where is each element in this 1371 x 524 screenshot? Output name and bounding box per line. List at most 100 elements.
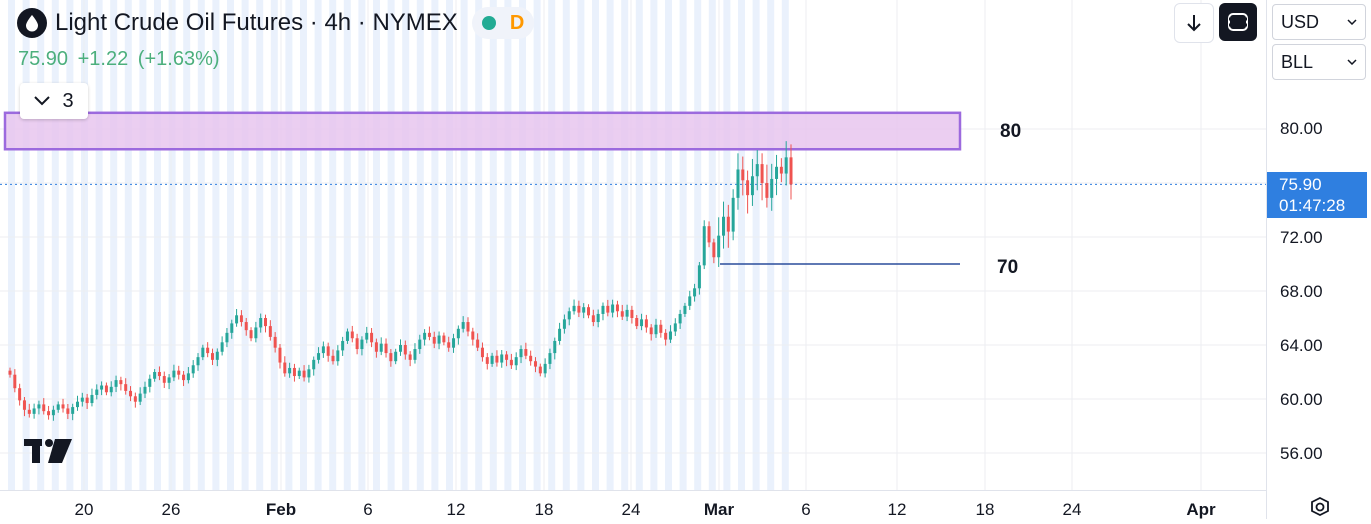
price-change-percent: (+1.63%) <box>137 48 220 70</box>
candle-body <box>490 355 494 364</box>
time-axis-label: 26 <box>161 500 181 519</box>
candle-body <box>162 376 166 383</box>
candle-body <box>543 363 547 374</box>
session-shade-stripe <box>373 0 380 490</box>
session-shade-stripe <box>329 0 337 490</box>
candle-body <box>591 315 595 323</box>
candle-body <box>611 304 615 313</box>
candle-body <box>210 353 214 360</box>
fullscreen-button[interactable] <box>1219 3 1257 41</box>
candle-body <box>8 370 12 375</box>
candle-body <box>75 401 79 408</box>
candle-body <box>505 354 509 360</box>
time-axis-label: 24 <box>621 500 641 519</box>
candle-body <box>702 226 706 266</box>
candle-body <box>355 338 359 350</box>
chevron-down-icon <box>1347 59 1357 65</box>
candle-body <box>85 397 89 404</box>
session-shade-stripe <box>95 0 103 490</box>
time-axis-label: Feb <box>265 500 297 519</box>
session-shade-stripe <box>256 0 264 490</box>
fullscreen-icon <box>1228 13 1248 31</box>
candle-body <box>533 361 537 367</box>
candle-body <box>95 389 99 395</box>
candle-body <box>100 385 104 390</box>
candle-body <box>683 305 687 314</box>
candle-body <box>244 322 248 331</box>
market-open-dot-icon <box>481 16 496 30</box>
candle-body <box>697 265 701 289</box>
candle-body <box>726 216 730 232</box>
candle-body <box>264 318 268 327</box>
time-axis-label: 12 <box>446 500 466 519</box>
price-axis-divider <box>1266 0 1267 519</box>
candle-body <box>345 331 349 341</box>
candle-body <box>524 349 528 356</box>
indicators-toggle-button[interactable]: 3 <box>20 83 88 119</box>
chart-area[interactable] <box>0 0 1266 490</box>
candle-body <box>109 386 113 393</box>
candle-body <box>302 370 306 378</box>
currency-select[interactable]: USD <box>1272 4 1366 40</box>
candle-body <box>746 180 750 196</box>
candle-body <box>466 322 470 332</box>
candle-body <box>196 357 200 366</box>
market-status[interactable]: D <box>471 7 535 39</box>
candle-body <box>717 235 721 258</box>
unit-select[interactable]: BLL <box>1272 44 1366 80</box>
candle-body <box>437 335 441 344</box>
candle-body <box>399 345 402 352</box>
candle-body <box>644 319 648 328</box>
bar-countdown: 01:47:28 <box>1279 196 1346 215</box>
price-axis-label: 68.00 <box>1280 282 1323 301</box>
candle-body <box>341 340 345 351</box>
session-shade-stripe <box>387 0 395 490</box>
resistance-zone[interactable] <box>3 111 962 151</box>
time-axis-label: 20 <box>74 500 94 519</box>
candle-body <box>148 378 152 387</box>
price-chart[interactable] <box>0 0 1266 490</box>
candle-body <box>640 319 644 327</box>
session-shade-stripe <box>285 0 293 490</box>
grid <box>0 0 1266 490</box>
session-shade-stripe <box>241 0 249 490</box>
candle-body <box>577 305 581 313</box>
currency-value: USD <box>1281 11 1320 32</box>
candle-body <box>254 327 258 339</box>
session-shade-stripe <box>635 0 643 490</box>
chart-settings-button[interactable] <box>1307 496 1333 524</box>
candle-body <box>562 319 566 329</box>
session-shade-stripe <box>694 0 702 490</box>
chevron-down-icon <box>34 96 51 106</box>
candle-body <box>480 347 484 358</box>
candle-body <box>712 242 716 258</box>
candle-body <box>66 408 70 414</box>
time-axis-line <box>0 490 1266 491</box>
candle-body <box>770 178 774 198</box>
session-shade-stripe <box>270 0 278 490</box>
session-shade-stripe <box>489 0 497 490</box>
candle-body <box>13 374 17 389</box>
candle-body <box>119 380 123 385</box>
candle-body <box>133 396 137 402</box>
symbol-title[interactable]: Light Crude Oil Futures · 4h · NYMEX <box>55 9 458 36</box>
candle-body <box>659 324 663 333</box>
candle-body <box>215 351 219 360</box>
candle-body <box>370 332 374 343</box>
support-label: 70 <box>997 257 1019 278</box>
price-change: +1.22 <box>77 48 129 70</box>
candle-body <box>124 384 128 391</box>
candle-body <box>235 315 239 324</box>
candle-body <box>693 288 697 297</box>
session-shade-stripe <box>548 0 556 490</box>
price-axis-label: 56.00 <box>1280 444 1323 463</box>
session-shade-stripe <box>708 0 716 490</box>
candle-body <box>90 394 94 404</box>
candle-body <box>336 350 340 362</box>
price-axis-label: 64.00 <box>1280 336 1323 355</box>
candle-body <box>307 369 311 378</box>
candle-body <box>750 176 754 196</box>
candle-body <box>268 326 272 337</box>
candle-body <box>514 357 518 366</box>
download-button[interactable] <box>1174 3 1214 43</box>
